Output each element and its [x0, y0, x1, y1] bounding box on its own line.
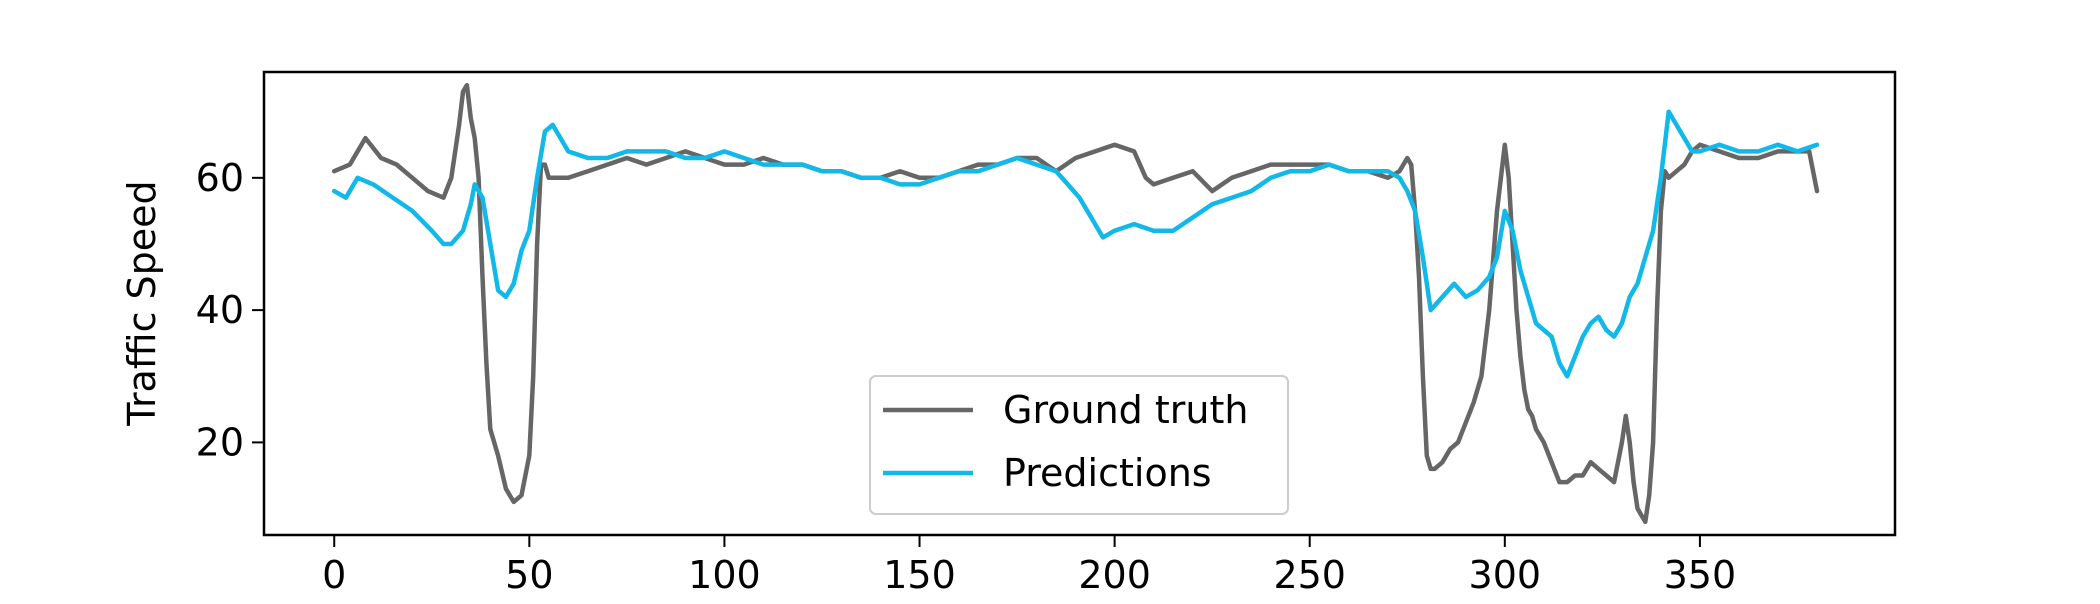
y-tick-label: 40: [196, 288, 244, 332]
y-axis: 20 40 60: [196, 156, 264, 464]
legend-label-ground-truth: Ground truth: [1003, 388, 1248, 432]
x-tick-label: 0: [322, 553, 346, 597]
x-tick-label: 250: [1273, 553, 1346, 597]
x-tick-label: 350: [1664, 553, 1737, 597]
x-tick-label: 300: [1469, 553, 1542, 597]
legend: Ground truth Predictions: [869, 375, 1289, 515]
y-axis-label: Traffic Speed: [120, 180, 164, 426]
series-line-ground-truth: [331, 82, 1820, 525]
x-tick-label: 200: [1078, 553, 1151, 597]
series-line-predictions: [331, 109, 1820, 379]
x-tick-label: 150: [883, 553, 956, 597]
x-tick-label: 100: [688, 553, 761, 597]
x-tick-label: 50: [505, 553, 553, 597]
y-tick-label: 20: [196, 420, 244, 464]
series-layer: [331, 82, 1820, 525]
legend-label-predictions: Predictions: [1003, 451, 1212, 495]
plot-area-frame: [262, 70, 1897, 537]
x-axis: 0 50 100 150 200 250 300 350: [322, 535, 1736, 597]
y-tick-label: 60: [196, 156, 244, 200]
legend-frame: [869, 375, 1289, 515]
